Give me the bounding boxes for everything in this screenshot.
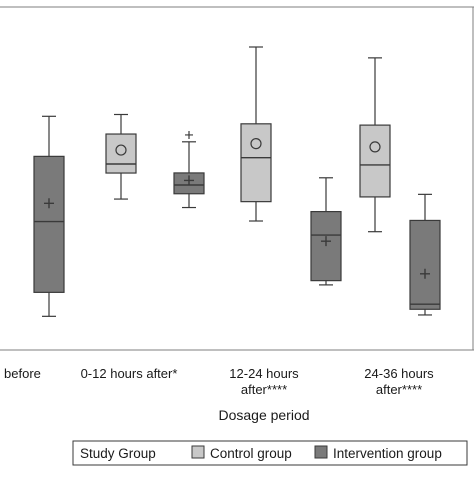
- x-tick-label-3-line-1: after****: [376, 382, 422, 397]
- box-control-cat1: [105, 133, 137, 174]
- x-tick-label-0: ...s before: [0, 366, 41, 381]
- x-tick-label-0-line-0: ...s before: [0, 366, 41, 381]
- legend: Study Group Control group Intervention g…: [72, 440, 468, 466]
- box-intervention-cat0: [33, 155, 65, 293]
- mean-marker-control-cat1: [115, 144, 127, 156]
- x-tick-label-2-line-0: 12-24 hours: [229, 366, 299, 381]
- legend-label-control: Control group: [210, 446, 292, 461]
- mean-marker-intervention-cat2: [321, 236, 331, 247]
- legend-swatch-control: [191, 445, 205, 459]
- mean-marker-control-cat2: [250, 138, 262, 150]
- legend-frame: [72, 440, 468, 466]
- box-control-cat2: [240, 123, 272, 203]
- x-tick-label-3: 24-36 hours after****: [364, 366, 434, 397]
- x-tick-label-1: 0-12 hours after*: [81, 366, 178, 381]
- x-tick-label-2-line-1: after****: [241, 382, 287, 397]
- x-axis-title: Dosage period: [218, 407, 309, 423]
- x-tick-label-1-line-0: 0-12 hours after*: [81, 366, 178, 381]
- x-tick-label-3-line-0: 24-36 hours: [364, 366, 434, 381]
- box-plot-marks: [33, 46, 441, 317]
- mean-marker-intervention-cat0: [44, 198, 54, 209]
- legend-title: Study Group: [80, 446, 156, 461]
- outlier-intervention-cat1-0: [185, 130, 193, 139]
- box-control-cat3: [359, 124, 391, 198]
- mean-marker-control-cat3: [369, 141, 381, 153]
- mean-marker-intervention-cat3: [420, 268, 430, 279]
- mean-marker-intervention-cat1: [184, 175, 194, 186]
- legend-label-intervention: Intervention group: [333, 446, 442, 461]
- box-intervention-cat3: [409, 219, 441, 310]
- x-tick-label-2: 12-24 hours after****: [229, 366, 299, 397]
- legend-swatch-intervention: [314, 445, 328, 459]
